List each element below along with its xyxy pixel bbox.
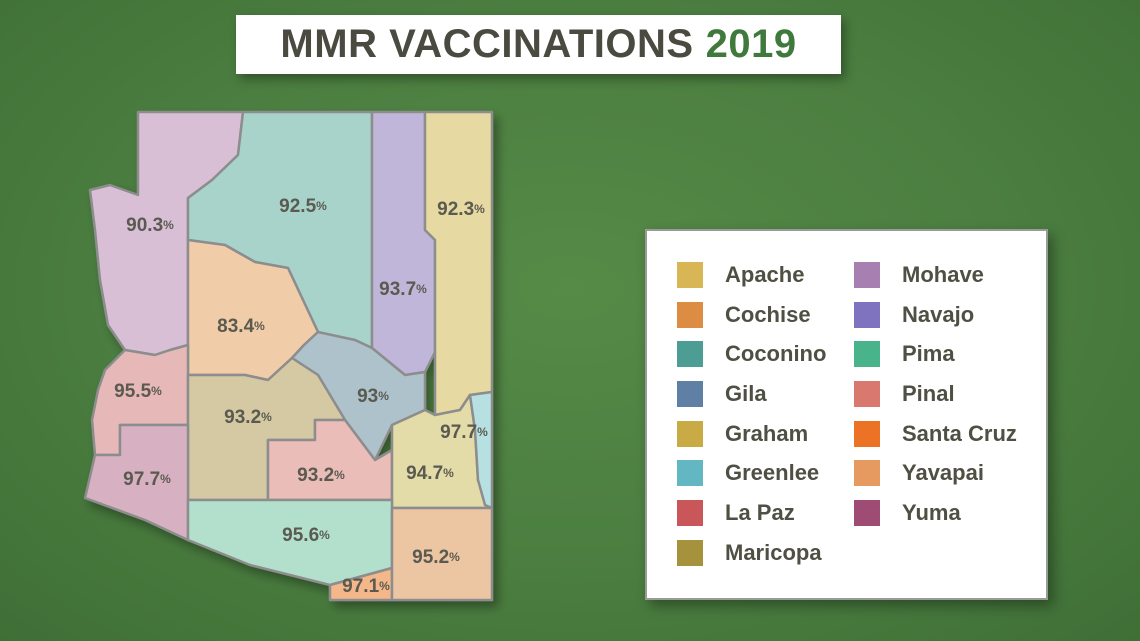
county-cochise <box>390 506 494 602</box>
legend-item-gila: Gila <box>677 374 826 414</box>
county-rate-pima: 95.6% <box>282 525 330 546</box>
county-rate-maricopa: 93.2% <box>224 407 272 428</box>
county-rate-mohave: 90.3% <box>126 215 174 236</box>
legend-item-cochise: Cochise <box>677 295 826 335</box>
legend-swatch-maricopa <box>677 539 703 566</box>
county-rate-coconino: 92.5% <box>279 196 327 217</box>
county-greenlee <box>468 390 494 510</box>
county-rate-pinal: 93.2% <box>297 465 345 486</box>
county-rate-la-paz: 95.5% <box>114 381 162 402</box>
legend-item-graham: Graham <box>677 414 826 454</box>
legend-swatch-la-paz <box>677 499 703 526</box>
legend-label-mohave: Mohave <box>902 261 984 287</box>
legend-label-cochise: Cochise <box>725 301 811 327</box>
legend-item-maricopa: Maricopa <box>677 533 826 573</box>
legend-label-la-paz: La Paz <box>725 499 795 525</box>
legend-label-santa-cruz: Santa Cruz <box>902 420 1017 446</box>
legend-swatch-santa-cruz <box>854 420 880 447</box>
legend-swatch-pinal <box>854 380 880 407</box>
legend-swatch-coconino <box>677 341 703 368</box>
legend-swatch-gila <box>677 380 703 407</box>
county-rate-graham: 94.7% <box>406 463 454 484</box>
legend-column-left: Apache Cochise Coconino Gila Graham Greenlee L… <box>677 255 826 573</box>
legend-item-pima: Pima <box>854 334 1017 374</box>
legend-item-yuma: Yuma <box>854 493 1017 533</box>
county-apache <box>423 110 494 417</box>
legend-item-greenlee: Greenlee <box>677 453 826 493</box>
legend-label-greenlee: Greenlee <box>725 460 820 486</box>
legend-label-graham: Graham <box>725 420 809 446</box>
legend-item-mohave: Mohave <box>854 255 1017 295</box>
legend-swatch-yuma <box>854 499 880 526</box>
county-rate-cochise: 95.2% <box>412 547 460 568</box>
legend-label-pima: Pima <box>902 341 955 367</box>
county-rate-yavapai: 83.4% <box>217 316 265 337</box>
county-yuma <box>83 423 190 542</box>
legend-swatch-navajo <box>854 301 880 328</box>
legend-swatch-apache <box>677 261 703 288</box>
county-rate-greenlee: 97.7% <box>440 422 488 443</box>
legend-item-apache: Apache <box>677 255 826 295</box>
legend-swatch-yavapai <box>854 460 880 487</box>
legend-label-yuma: Yuma <box>902 499 961 525</box>
legend-label-coconino: Coconino <box>725 341 827 367</box>
legend-item-navajo: Navajo <box>854 295 1017 335</box>
legend-item-santa-cruz: Santa Cruz <box>854 414 1017 454</box>
county-rate-apache: 92.3% <box>437 199 485 220</box>
legend-swatch-mohave <box>854 261 880 288</box>
legend-label-pinal: Pinal <box>902 380 955 406</box>
county-rate-navajo: 93.7% <box>379 279 427 300</box>
legend-label-apache: Apache <box>725 261 805 287</box>
county-rate-gila: 93% <box>357 386 389 407</box>
legend-item-la-paz: La Paz <box>677 493 826 533</box>
legend-swatch-greenlee <box>677 460 703 487</box>
county-legend: Apache Cochise Coconino Gila Graham Greenlee L… <box>645 229 1048 600</box>
legend-label-yavapai: Yavapai <box>902 460 984 486</box>
title-text: MMR VACCINATIONS <box>280 22 694 66</box>
title-banner: MMR VACCINATIONS 2019 <box>236 15 841 74</box>
legend-label-gila: Gila <box>725 380 767 406</box>
title-year: 2019 <box>705 22 797 66</box>
legend-swatch-cochise <box>677 301 703 328</box>
legend-label-navajo: Navajo <box>902 301 975 327</box>
legend-item-pinal: Pinal <box>854 374 1017 414</box>
legend-column-right: Mohave Navajo Pima Pinal Santa Cruz Yavapai Yu… <box>854 255 1017 533</box>
county-rate-santa-cruz: 97.1% <box>342 576 390 597</box>
county-rate-yuma: 97.7% <box>123 469 171 490</box>
legend-swatch-graham <box>677 420 703 447</box>
legend-item-yavapai: Yavapai <box>854 453 1017 493</box>
legend-swatch-pima <box>854 341 880 368</box>
legend-label-maricopa: Maricopa <box>725 539 822 565</box>
legend-item-coconino: Coconino <box>677 334 826 374</box>
